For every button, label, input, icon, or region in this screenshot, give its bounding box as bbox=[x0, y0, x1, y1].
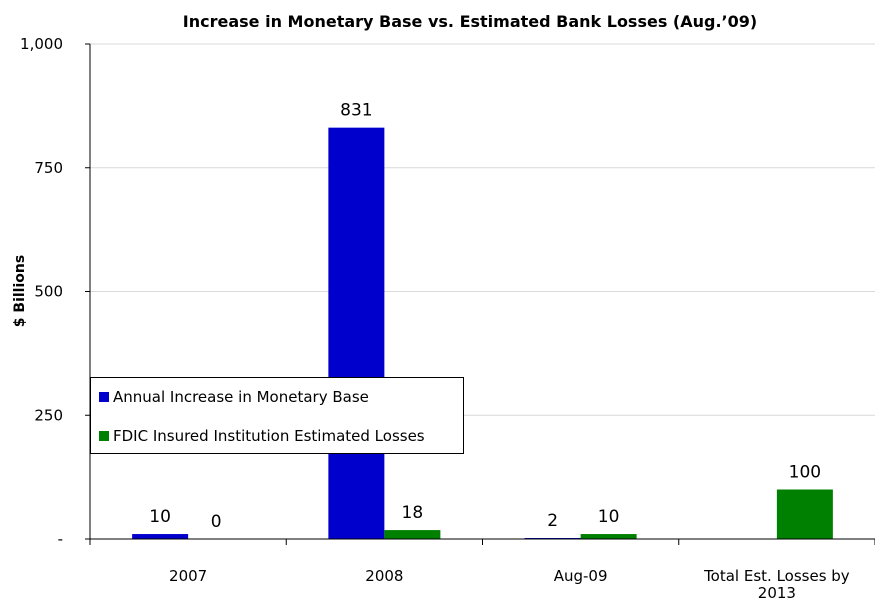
y-axis-label: $ Billions bbox=[12, 255, 28, 327]
bars bbox=[132, 127, 833, 539]
data-labels: 10 831 2 0 18 10 100 bbox=[149, 101, 821, 532]
chart-title: Increase in Monetary Base vs. Estimated … bbox=[183, 12, 757, 31]
legend: Annual Increase in Monetary Base FDIC In… bbox=[90, 377, 464, 454]
bar bbox=[776, 489, 833, 539]
bar bbox=[132, 534, 189, 539]
legend-item-fdic-losses: FDIC Insured Institution Estimated Losse… bbox=[99, 427, 425, 445]
x-tick-label: Total Est. Losses by bbox=[703, 567, 850, 585]
legend-label-monetary-base: Annual Increase in Monetary Base bbox=[113, 388, 369, 406]
gridlines bbox=[90, 43, 875, 416]
y-tick-label: 1,000 bbox=[20, 35, 63, 53]
y-tick-labels: - 250 500 750 1,000 bbox=[20, 35, 63, 548]
x-tick-label: 2008 bbox=[365, 567, 403, 585]
y-tick-label: 250 bbox=[34, 406, 63, 424]
x-tick-label: Aug-09 bbox=[554, 567, 608, 585]
data-label: 18 bbox=[402, 503, 424, 523]
y-tick-label: 500 bbox=[34, 283, 63, 301]
legend-label-fdic-losses: FDIC Insured Institution Estimated Losse… bbox=[113, 427, 425, 445]
data-label: 831 bbox=[340, 101, 372, 121]
axes bbox=[85, 43, 875, 545]
legend-item-monetary-base: Annual Increase in Monetary Base bbox=[99, 388, 369, 406]
data-label: 100 bbox=[789, 463, 821, 483]
data-label: 2 bbox=[547, 511, 558, 531]
data-label: 10 bbox=[149, 507, 171, 527]
legend-swatch-green bbox=[99, 431, 109, 441]
bar bbox=[580, 534, 637, 539]
bar bbox=[328, 127, 385, 539]
legend-swatch-blue bbox=[99, 392, 109, 402]
data-label: 10 bbox=[598, 507, 620, 527]
bar bbox=[384, 530, 441, 539]
x-tick-label: 2013 bbox=[758, 584, 796, 602]
y-tick-label: - bbox=[58, 530, 63, 548]
data-label: 0 bbox=[211, 512, 222, 532]
y-tick-label: 750 bbox=[34, 159, 63, 177]
x-tick-label: 2007 bbox=[169, 567, 207, 585]
